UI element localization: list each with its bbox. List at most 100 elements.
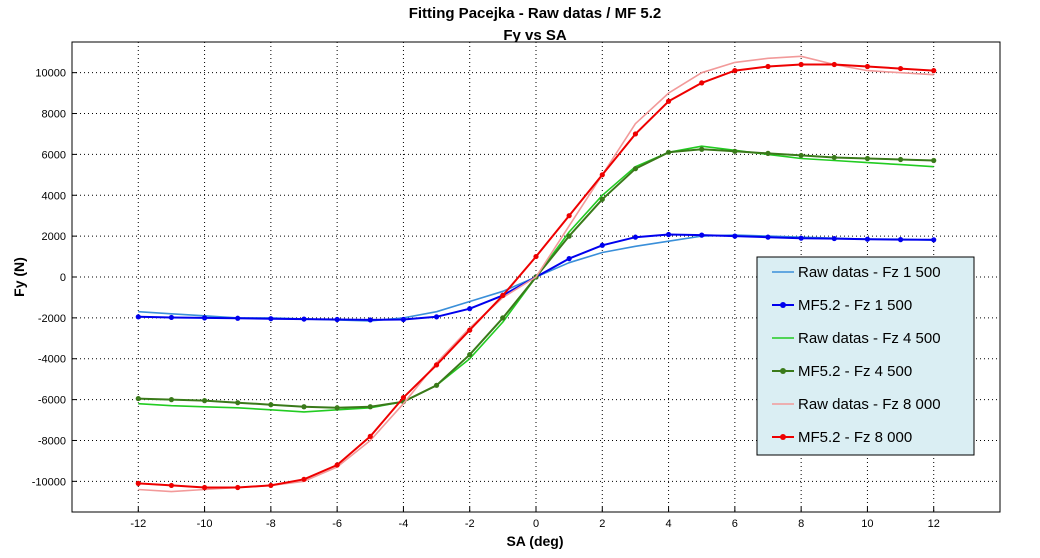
data-point	[135, 480, 141, 486]
data-point	[201, 315, 208, 321]
y-tick-label: 0	[60, 272, 66, 284]
x-tick-label: 12	[928, 518, 940, 530]
data-point	[467, 352, 473, 358]
data-point	[665, 98, 672, 104]
data-point	[831, 154, 837, 161]
data-point	[500, 315, 506, 321]
legend-label: Raw datas - Fz 8 000	[798, 396, 941, 413]
x-tick-label: 2	[599, 518, 605, 530]
data-point	[400, 394, 407, 401]
data-point	[467, 306, 473, 312]
data-point	[599, 196, 605, 202]
data-point	[632, 234, 639, 240]
data-point	[699, 232, 705, 238]
axis-ticks: -12 -10 -8 -6 -4 -2 0 2 4 6 8 10 12 -10000 -8000 -6000 -…	[32, 68, 940, 530]
x-tick-label: -6	[332, 518, 342, 530]
x-tick-label: -8	[266, 518, 276, 530]
data-point	[831, 61, 837, 68]
data-point	[765, 150, 771, 156]
data-point	[201, 484, 208, 491]
data-point	[433, 382, 440, 388]
data-point	[168, 482, 175, 489]
data-point	[665, 231, 672, 238]
legend-label: Raw datas - Fz 1 500	[798, 264, 941, 281]
x-tick-label: 8	[798, 518, 804, 530]
data-point	[433, 362, 440, 368]
y-tick-label: -6000	[38, 395, 66, 407]
y-tick-label: 10000	[35, 68, 66, 80]
data-point	[367, 404, 373, 410]
legend-label: MF5.2 - Fz 4 500	[798, 363, 912, 380]
y-tick-label: -4000	[38, 354, 66, 366]
data-point	[168, 314, 175, 321]
x-tick-label: -10	[197, 518, 213, 530]
data-point	[367, 317, 373, 323]
data-point	[301, 404, 307, 410]
data-point	[467, 327, 473, 333]
data-point	[765, 234, 771, 240]
legend-marker	[780, 434, 786, 440]
data-point	[864, 155, 871, 162]
legend-box	[756, 256, 975, 456]
data-point	[268, 316, 274, 322]
data-point	[135, 395, 141, 402]
data-point	[566, 213, 572, 219]
data-point	[732, 68, 738, 74]
x-tick-label: -2	[465, 518, 475, 530]
data-point	[599, 172, 605, 178]
data-point	[897, 156, 904, 163]
legend-label: MF5.2 - Fz 1 500	[798, 297, 912, 314]
data-point	[334, 316, 340, 323]
series-layer	[135, 55, 937, 493]
legend: Raw datas - Fz 1 500 MF5.2 - Fz 1 500 Raw …	[756, 256, 975, 456]
data-point	[632, 131, 639, 137]
data-point	[897, 65, 904, 72]
data-point	[400, 316, 407, 323]
data-point	[301, 476, 307, 482]
data-point	[135, 314, 141, 320]
data-point	[367, 433, 373, 439]
legend-label: Raw datas - Fz 4 500	[798, 330, 941, 347]
data-point	[765, 63, 771, 70]
data-point	[798, 61, 804, 68]
y-tick-label: 8000	[42, 109, 66, 121]
data-point	[168, 397, 175, 403]
data-point	[931, 68, 937, 74]
data-point	[699, 146, 705, 152]
data-point	[533, 253, 539, 260]
data-point	[201, 398, 208, 404]
data-point	[599, 242, 605, 248]
y-tick-label: -10000	[32, 476, 66, 488]
legend-marker	[780, 302, 786, 308]
data-point	[798, 235, 804, 241]
data-point	[897, 237, 904, 243]
data-point	[665, 149, 672, 155]
data-point	[235, 484, 241, 491]
data-point	[566, 256, 572, 262]
x-tick-label: 10	[861, 518, 873, 530]
data-point	[235, 315, 241, 321]
y-tick-label: 2000	[42, 231, 66, 243]
data-point	[632, 166, 639, 172]
x-tick-label: 4	[666, 518, 672, 530]
data-point	[931, 157, 937, 164]
data-point	[433, 314, 440, 320]
data-point	[798, 152, 804, 159]
x-tick-label: 0	[533, 518, 539, 530]
data-point	[732, 233, 738, 239]
data-point	[334, 405, 340, 411]
data-point	[864, 63, 871, 70]
data-point	[500, 292, 506, 298]
y-axis-label: Fy (N)	[11, 257, 27, 297]
data-point	[268, 482, 274, 489]
y-tick-label: 6000	[42, 149, 66, 161]
data-point	[334, 462, 340, 468]
x-axis-label: SA (deg)	[506, 533, 563, 549]
y-tick-label: -2000	[38, 313, 66, 325]
data-point	[864, 236, 871, 242]
y-tick-label: -8000	[38, 435, 66, 447]
data-point	[732, 148, 738, 154]
data-point	[301, 316, 307, 322]
data-point	[566, 233, 572, 239]
